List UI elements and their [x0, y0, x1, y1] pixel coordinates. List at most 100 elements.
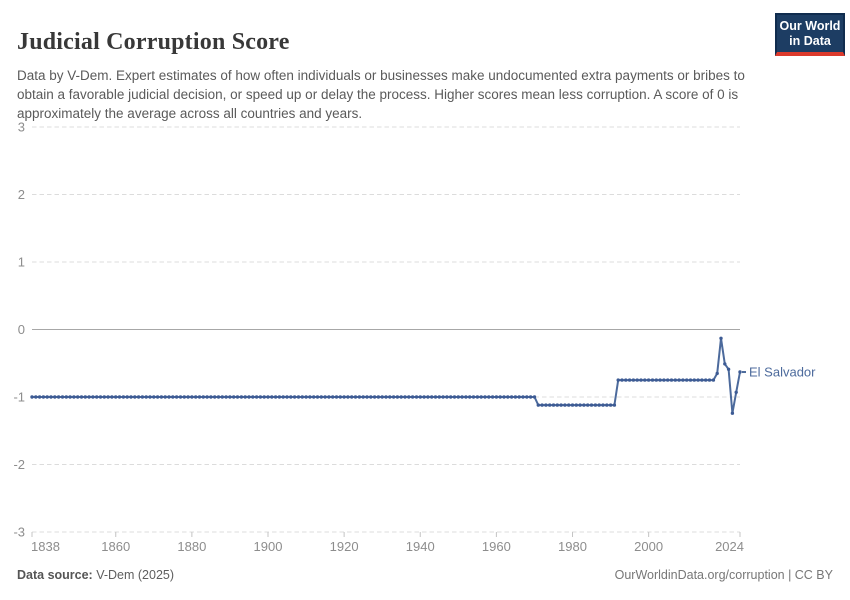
owid-logo[interactable]: Our World in Data	[775, 13, 845, 56]
data-point-marker	[487, 395, 491, 399]
data-point-marker	[559, 403, 563, 407]
data-point-marker	[388, 395, 392, 399]
x-axis-tick-label: 1960	[482, 539, 511, 554]
data-point-marker	[410, 395, 415, 399]
data-point-marker	[235, 395, 240, 399]
data-point-marker	[399, 395, 403, 399]
data-point-marker	[620, 378, 624, 382]
data-point-marker	[506, 395, 510, 399]
data-point-marker	[711, 378, 716, 382]
data-point-marker	[597, 403, 601, 407]
data-source: Data source: V-Dem (2025)	[17, 568, 174, 582]
data-point-marker	[361, 395, 365, 399]
data-point-marker	[342, 395, 346, 399]
data-point-marker	[407, 395, 411, 399]
data-point-marker	[205, 395, 209, 399]
data-point-marker	[475, 395, 480, 399]
data-point-marker	[167, 395, 171, 399]
data-point-marker	[616, 378, 620, 382]
y-axis-tick-label: -2	[13, 457, 25, 472]
data-point-marker	[662, 378, 666, 382]
data-source-label: Data source:	[17, 568, 93, 582]
data-point-marker	[213, 395, 217, 399]
footer-credit-link[interactable]: OurWorldinData.org/corruption | CC BY	[614, 568, 833, 582]
data-point-marker	[148, 395, 152, 399]
data-point-marker	[201, 395, 205, 399]
data-point-marker	[159, 395, 164, 399]
data-point-marker	[121, 395, 126, 399]
data-point-marker	[586, 403, 590, 407]
data-point-marker	[688, 378, 693, 382]
data-point-marker	[418, 395, 422, 399]
data-point-marker	[544, 403, 548, 407]
data-point-marker	[98, 395, 103, 399]
data-point-marker	[532, 395, 537, 399]
data-point-marker	[171, 395, 175, 399]
data-point-marker	[53, 395, 57, 399]
data-point-marker	[574, 403, 578, 407]
data-point-marker	[666, 378, 670, 382]
x-axis-tick-label: 2000	[634, 539, 663, 554]
data-point-marker	[289, 395, 293, 399]
data-point-marker	[304, 395, 308, 399]
data-point-marker	[548, 403, 552, 407]
data-point-marker	[608, 403, 613, 407]
chart-subtitle: Data by V-Dem. Expert estimates of how o…	[17, 67, 745, 121]
data-point-marker	[563, 403, 567, 407]
data-point-marker	[490, 395, 495, 399]
data-point-marker	[331, 395, 335, 399]
data-point-marker	[232, 395, 236, 399]
data-point-marker	[483, 395, 487, 399]
data-point-marker	[56, 395, 61, 399]
data-point-marker	[350, 395, 354, 399]
data-point-marker	[136, 395, 141, 399]
data-point-marker	[45, 395, 49, 399]
data-point-marker	[726, 367, 731, 371]
data-point-marker	[334, 395, 339, 399]
data-point-marker	[49, 395, 53, 399]
data-point-marker	[262, 395, 266, 399]
x-axis-tick-label: 1940	[406, 539, 435, 554]
x-axis-tick-label: 1838	[31, 539, 60, 554]
data-point-marker	[41, 395, 46, 399]
data-point-marker	[319, 395, 323, 399]
data-point-marker	[414, 395, 419, 399]
data-point-marker	[106, 395, 110, 399]
data-point-marker	[323, 395, 327, 399]
data-point-marker	[110, 395, 114, 399]
data-point-marker	[635, 378, 639, 382]
data-point-marker	[707, 378, 712, 382]
data-point-marker	[403, 395, 407, 399]
owid-logo-line1: Our World	[779, 19, 841, 33]
owid-logo-line2: in Data	[789, 33, 831, 48]
data-point-marker	[312, 395, 316, 399]
data-point-marker	[239, 395, 244, 399]
data-point-marker	[525, 395, 529, 399]
data-point-marker	[452, 395, 457, 399]
data-point-marker	[570, 403, 575, 407]
data-point-marker	[68, 395, 72, 399]
data-point-marker	[513, 395, 518, 399]
data-point-marker	[715, 371, 719, 376]
data-point-marker	[277, 395, 282, 399]
data-point-marker	[395, 395, 400, 399]
data-point-marker	[391, 395, 396, 399]
data-point-marker	[498, 395, 502, 399]
data-point-marker	[60, 395, 65, 399]
data-point-marker	[521, 395, 525, 399]
data-point-marker	[700, 378, 704, 382]
y-axis-tick-label: -3	[13, 525, 25, 540]
data-point-marker	[494, 395, 499, 399]
data-point-marker	[292, 395, 297, 399]
data-point-marker	[30, 395, 34, 399]
data-point-marker	[308, 395, 312, 399]
data-point-marker	[612, 403, 617, 407]
data-point-marker	[430, 395, 434, 399]
data-point-marker	[555, 403, 559, 407]
data-point-marker	[631, 378, 636, 382]
data-point-marker	[64, 395, 69, 399]
data-point-marker	[338, 395, 342, 399]
data-point-marker	[376, 395, 381, 399]
